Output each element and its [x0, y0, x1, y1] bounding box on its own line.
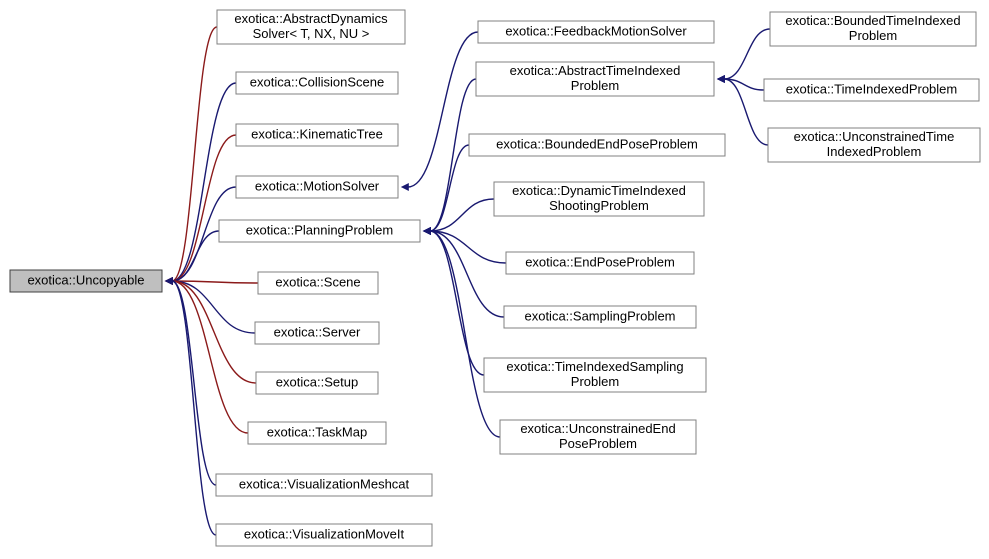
node-ads-label: exotica::AbstractDynamics: [234, 11, 388, 26]
node-tisp-label: exotica::TimeIndexedSampling: [506, 359, 683, 374]
edge-planprob-root: [172, 231, 219, 281]
node-atip-label: Problem: [571, 78, 619, 93]
node-scene[interactable]: exotica::Scene: [258, 272, 378, 294]
node-atip[interactable]: exotica::AbstractTimeIndexedProblem: [476, 62, 714, 96]
node-vismesh[interactable]: exotica::VisualizationMeshcat: [216, 474, 432, 496]
node-atip-label: exotica::AbstractTimeIndexed: [510, 63, 681, 78]
node-bepp-label: exotica::BoundedEndPoseProblem: [496, 136, 698, 151]
inheritance-graph: exotica::Uncopyable exotica::AbstractDyna…: [0, 0, 989, 559]
node-feedback[interactable]: exotica::FeedbackMotionSolver: [478, 21, 714, 43]
node-scene-label: exotica::Scene: [275, 274, 360, 289]
node-utip-label: exotica::UnconstrainedTime: [794, 129, 955, 144]
node-dtisp[interactable]: exotica::DynamicTimeIndexedShootingProbl…: [494, 182, 704, 216]
node-ads-label: Solver< T, NX, NU >: [253, 26, 370, 41]
node-sampling-label: exotica::SamplingProblem: [524, 308, 675, 323]
node-root[interactable]: exotica::Uncopyable: [10, 270, 162, 292]
node-tip[interactable]: exotica::TimeIndexedProblem: [764, 79, 979, 101]
node-btip-label: Problem: [849, 28, 897, 43]
node-btip-label: exotica::BoundedTimeIndexed: [785, 13, 960, 28]
edge-epp-planprob: [430, 231, 506, 263]
node-bepp[interactable]: exotica::BoundedEndPoseProblem: [469, 134, 725, 156]
node-btip[interactable]: exotica::BoundedTimeIndexedProblem: [770, 12, 976, 46]
node-vismesh-label: exotica::VisualizationMeshcat: [239, 476, 410, 491]
edge-vismoveit-root: [172, 281, 216, 535]
edge-sampling-planprob: [430, 231, 504, 317]
node-server[interactable]: exotica::Server: [255, 322, 379, 344]
node-motsolver-label: exotica::MotionSolver: [255, 178, 380, 193]
node-setup-label: exotica::Setup: [276, 374, 358, 389]
node-setup[interactable]: exotica::Setup: [256, 372, 378, 394]
node-collision[interactable]: exotica::CollisionScene: [236, 72, 398, 94]
edge-feedback-motsolver: [408, 32, 478, 187]
edge-btip-atip: [724, 29, 770, 79]
node-root-label: exotica::Uncopyable: [27, 272, 144, 287]
edge-uepp-planprob: [430, 231, 500, 437]
edge-bepp-planprob: [430, 145, 469, 231]
edge-dtisp-planprob: [430, 199, 494, 231]
node-motsolver[interactable]: exotica::MotionSolver: [236, 176, 398, 198]
node-vismoveit[interactable]: exotica::VisualizationMoveIt: [216, 524, 432, 546]
node-taskmap-label: exotica::TaskMap: [267, 424, 367, 439]
node-epp-label: exotica::EndPoseProblem: [525, 254, 675, 269]
edge-ads-root: [172, 27, 217, 281]
node-taskmap[interactable]: exotica::TaskMap: [248, 422, 386, 444]
node-utip-label: IndexedProblem: [827, 144, 922, 159]
node-epp[interactable]: exotica::EndPoseProblem: [506, 252, 694, 274]
edge-vismesh-root: [172, 281, 216, 485]
node-planprob-label: exotica::PlanningProblem: [246, 222, 393, 237]
node-kintree-label: exotica::KinematicTree: [251, 126, 383, 141]
node-server-label: exotica::Server: [274, 324, 361, 339]
node-planprob[interactable]: exotica::PlanningProblem: [219, 220, 420, 242]
node-kintree[interactable]: exotica::KinematicTree: [236, 124, 398, 146]
node-collision-label: exotica::CollisionScene: [250, 74, 384, 89]
node-ads[interactable]: exotica::AbstractDynamicsSolver< T, NX, …: [217, 10, 405, 44]
node-dtisp-label: exotica::DynamicTimeIndexed: [512, 183, 686, 198]
nodes-layer: exotica::Uncopyable exotica::AbstractDyna…: [10, 10, 980, 546]
edge-utip-atip: [724, 79, 768, 145]
node-tisp[interactable]: exotica::TimeIndexedSamplingProblem: [484, 358, 706, 392]
node-tip-label: exotica::TimeIndexedProblem: [786, 81, 958, 96]
edge-collision-root: [172, 83, 236, 281]
node-vismoveit-label: exotica::VisualizationMoveIt: [244, 526, 405, 541]
node-feedback-label: exotica::FeedbackMotionSolver: [505, 23, 687, 38]
node-uepp[interactable]: exotica::UnconstrainedEndPoseProblem: [500, 420, 696, 454]
node-sampling[interactable]: exotica::SamplingProblem: [504, 306, 696, 328]
node-utip[interactable]: exotica::UnconstrainedTimeIndexedProblem: [768, 128, 980, 162]
node-uepp-label: exotica::UnconstrainedEnd: [520, 421, 675, 436]
node-tisp-label: Problem: [571, 374, 619, 389]
node-uepp-label: PoseProblem: [559, 436, 637, 451]
node-dtisp-label: ShootingProblem: [549, 198, 649, 213]
